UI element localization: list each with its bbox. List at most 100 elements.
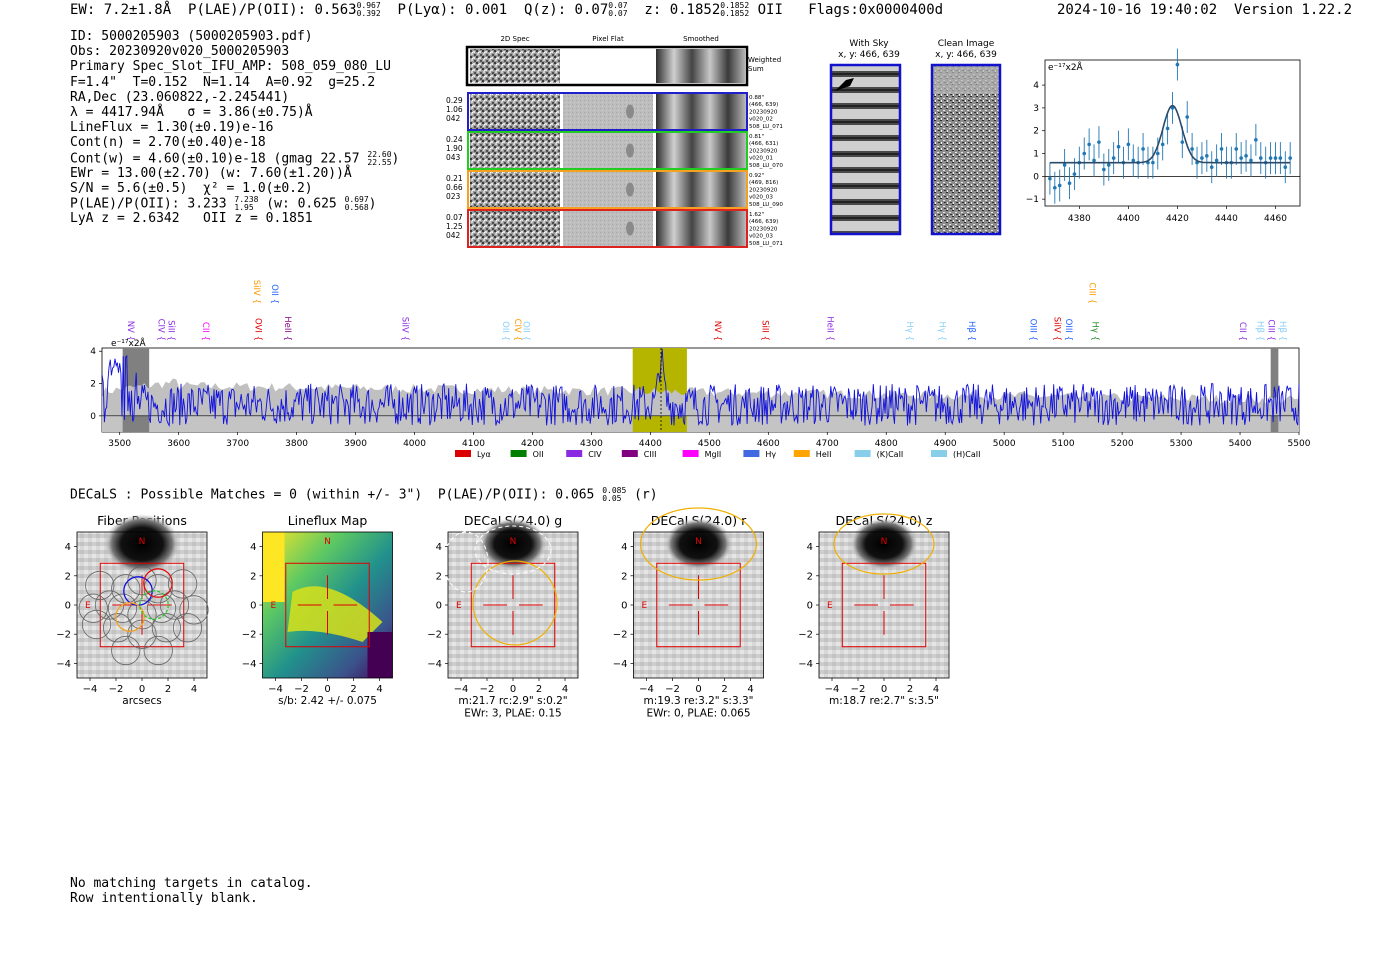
row-0-smoothed — [656, 94, 746, 129]
line-label: CIV { — [512, 319, 522, 341]
col-label-2dspec: 2D Spec — [500, 35, 529, 43]
fit-plot-points — [1048, 48, 1292, 204]
lineflux-dark-corner — [367, 632, 393, 678]
panel-ytick-label: 4 — [807, 542, 813, 553]
legend-swatch — [931, 450, 947, 457]
row-1-right-1: (466, 631) — [749, 141, 778, 147]
row-2-flat-feature — [626, 182, 634, 197]
fiber-circle — [159, 590, 190, 620]
row-2-right-3: v020_03 — [749, 195, 773, 201]
spectrum-xtick-label: 4100 — [462, 439, 485, 449]
line-label: CIII { — [1087, 282, 1097, 304]
panel-xtick-label: 4 — [933, 684, 939, 695]
spectrum-xtick-label: 3800 — [285, 439, 308, 449]
row-0-left-2: 042 — [446, 114, 461, 123]
version: Version 1.22.2 — [1234, 2, 1353, 18]
fit-ytick-label: 1 — [1033, 150, 1039, 160]
datetime: 2024-10-16 19:40:02 — [1057, 2, 1218, 18]
panel-xtick-label: 2 — [165, 684, 171, 695]
info-obs: Obs: 20230920v020_5000205903 — [70, 44, 290, 60]
fit-point — [1092, 158, 1096, 163]
east-label: E — [85, 601, 91, 611]
panel-xtick-label: −2 — [851, 684, 866, 695]
fit-point — [1057, 183, 1062, 188]
legend-label: MgII — [705, 450, 722, 459]
row-2-pixelflat — [563, 172, 653, 207]
bright-star — [104, 514, 180, 574]
spectrum-xtick-label: 4300 — [580, 439, 603, 449]
panel-group: Fiber PositionsNE−4−4−2−2002244arcsecsLi… — [56, 507, 950, 720]
panel-caption: s/b: 2.42 +/- 0.075 — [278, 695, 377, 707]
row-0-left-0: 0.29 — [446, 96, 463, 105]
east-label: E — [642, 601, 648, 611]
plae-value: P(LAE)/P(OII): 0.563 — [188, 2, 357, 18]
info-radec: RA,Dec (23.060822,-2.245441) — [70, 89, 290, 105]
plae2-hi: 7.238 — [234, 195, 259, 205]
panel-ytick-label: −4 — [798, 659, 813, 670]
plae2-w-hi: 0.697 — [344, 195, 369, 205]
fit-point — [1165, 126, 1170, 131]
panel-ytick-label: 2 — [436, 571, 442, 582]
row-0-right-2: 20230920 — [749, 109, 778, 115]
fit-xtick-label: 4400 — [1117, 214, 1140, 224]
panel-caption: m:19.3 re:3.2" s:3.3" — [644, 695, 754, 707]
legend-label: CIII — [644, 450, 657, 459]
ew-value: EW: 7.2±1.8Å — [70, 2, 172, 18]
fit-plot-axes: 4 3 2 1 0 −1 4380 4400 4420 4440 4460 — [1026, 81, 1300, 224]
qz-lo: 0.07 — [608, 9, 628, 18]
spectrum-axes: 4 2 0 3500 3600 3700 3800 3900 4000 4100 4200 4300 4… — [90, 347, 1310, 449]
fit-point — [1097, 140, 1101, 144]
info-sn: S/N = 5.6(±0.5) χ² = 1.0(±0.2) — [70, 180, 313, 196]
spectrum-body — [101, 348, 1300, 432]
row-2-right-2: 20230920 — [749, 187, 778, 193]
flags-value: Flags:0x0000400d — [808, 2, 944, 18]
panel-ytick-label: 4 — [65, 542, 71, 553]
row-1-frame — [467, 131, 748, 170]
line-label: Hβ { — [1255, 321, 1265, 341]
plae2-w-lo: 0.568 — [344, 203, 369, 213]
panel-ytick-label: −4 — [242, 659, 257, 670]
east-label: E — [827, 601, 833, 611]
galaxy-ellipse — [443, 531, 489, 593]
weighted-2dspec — [470, 49, 560, 83]
qz-value: Q(z): 0.07 — [523, 2, 609, 18]
legend-label: HeII — [816, 450, 832, 459]
panel-ytick-label: −2 — [56, 630, 71, 641]
fit-point — [1141, 147, 1145, 151]
row-1-pixelflat — [563, 133, 653, 168]
header-summary: EW: 7.2±1.8Å P(LAE)/P(OII): 0.563 0.967 0.… — [70, 1, 944, 19]
aperture-box — [656, 562, 741, 648]
with-sky-frame — [829, 63, 902, 236]
legend-swatch — [743, 450, 760, 457]
line-label: OII { — [521, 321, 531, 341]
panel-xtick-label: −4 — [454, 684, 469, 695]
row-3-left-2: 042 — [446, 231, 461, 240]
panel-ytick-label: 0 — [621, 601, 627, 612]
weighted-sum-frame — [465, 45, 749, 87]
fiber-circle — [143, 635, 173, 666]
line-label: OVI { — [252, 318, 262, 341]
catalog-line-1: No matching targets in catalog. — [70, 876, 313, 891]
z-hi: 0.1852 — [720, 1, 750, 10]
fiber-circle — [103, 613, 133, 643]
weighted-label-2: Sum — [748, 65, 764, 73]
fit-point — [1249, 158, 1253, 163]
panel-xtick-label: −2 — [665, 684, 680, 695]
spectrum-xtick-label: 3900 — [344, 439, 367, 449]
fiber-red — [143, 568, 173, 598]
panel-caption: m:21.7 rc:2.9" s:0.2" — [458, 695, 567, 707]
row-0-flat-feature — [626, 104, 634, 119]
line-label: SiIV { — [400, 317, 410, 341]
panel-caption: EWr: 3, PLAE: 0.15 — [464, 708, 561, 720]
contw-end: ) — [391, 151, 400, 166]
info-plae: P(LAE)/P(OII): 3.233 7.238 1.95 (w: 0.625… — [70, 195, 399, 213]
row-1-flat-feature — [626, 143, 634, 158]
fiber-circle — [151, 613, 181, 643]
spectrum-xtick-label: 4800 — [875, 439, 898, 449]
row-1-right-3: v020_01 — [749, 156, 773, 162]
line-label: Hγ { — [1090, 321, 1100, 341]
info-lya-oii: LyA z = 2.6342 OII z = 0.1851 — [70, 211, 313, 227]
row-2-smoothed — [656, 172, 746, 207]
panel-xtick-label: 0 — [324, 684, 330, 695]
